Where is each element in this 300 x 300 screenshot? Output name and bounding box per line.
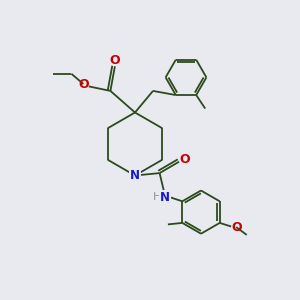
Text: N: N (130, 169, 140, 182)
Text: H: H (152, 192, 161, 202)
Text: O: O (78, 77, 89, 91)
Text: O: O (110, 54, 120, 68)
Text: O: O (179, 153, 190, 166)
Text: N: N (160, 190, 170, 204)
Text: O: O (231, 220, 242, 234)
